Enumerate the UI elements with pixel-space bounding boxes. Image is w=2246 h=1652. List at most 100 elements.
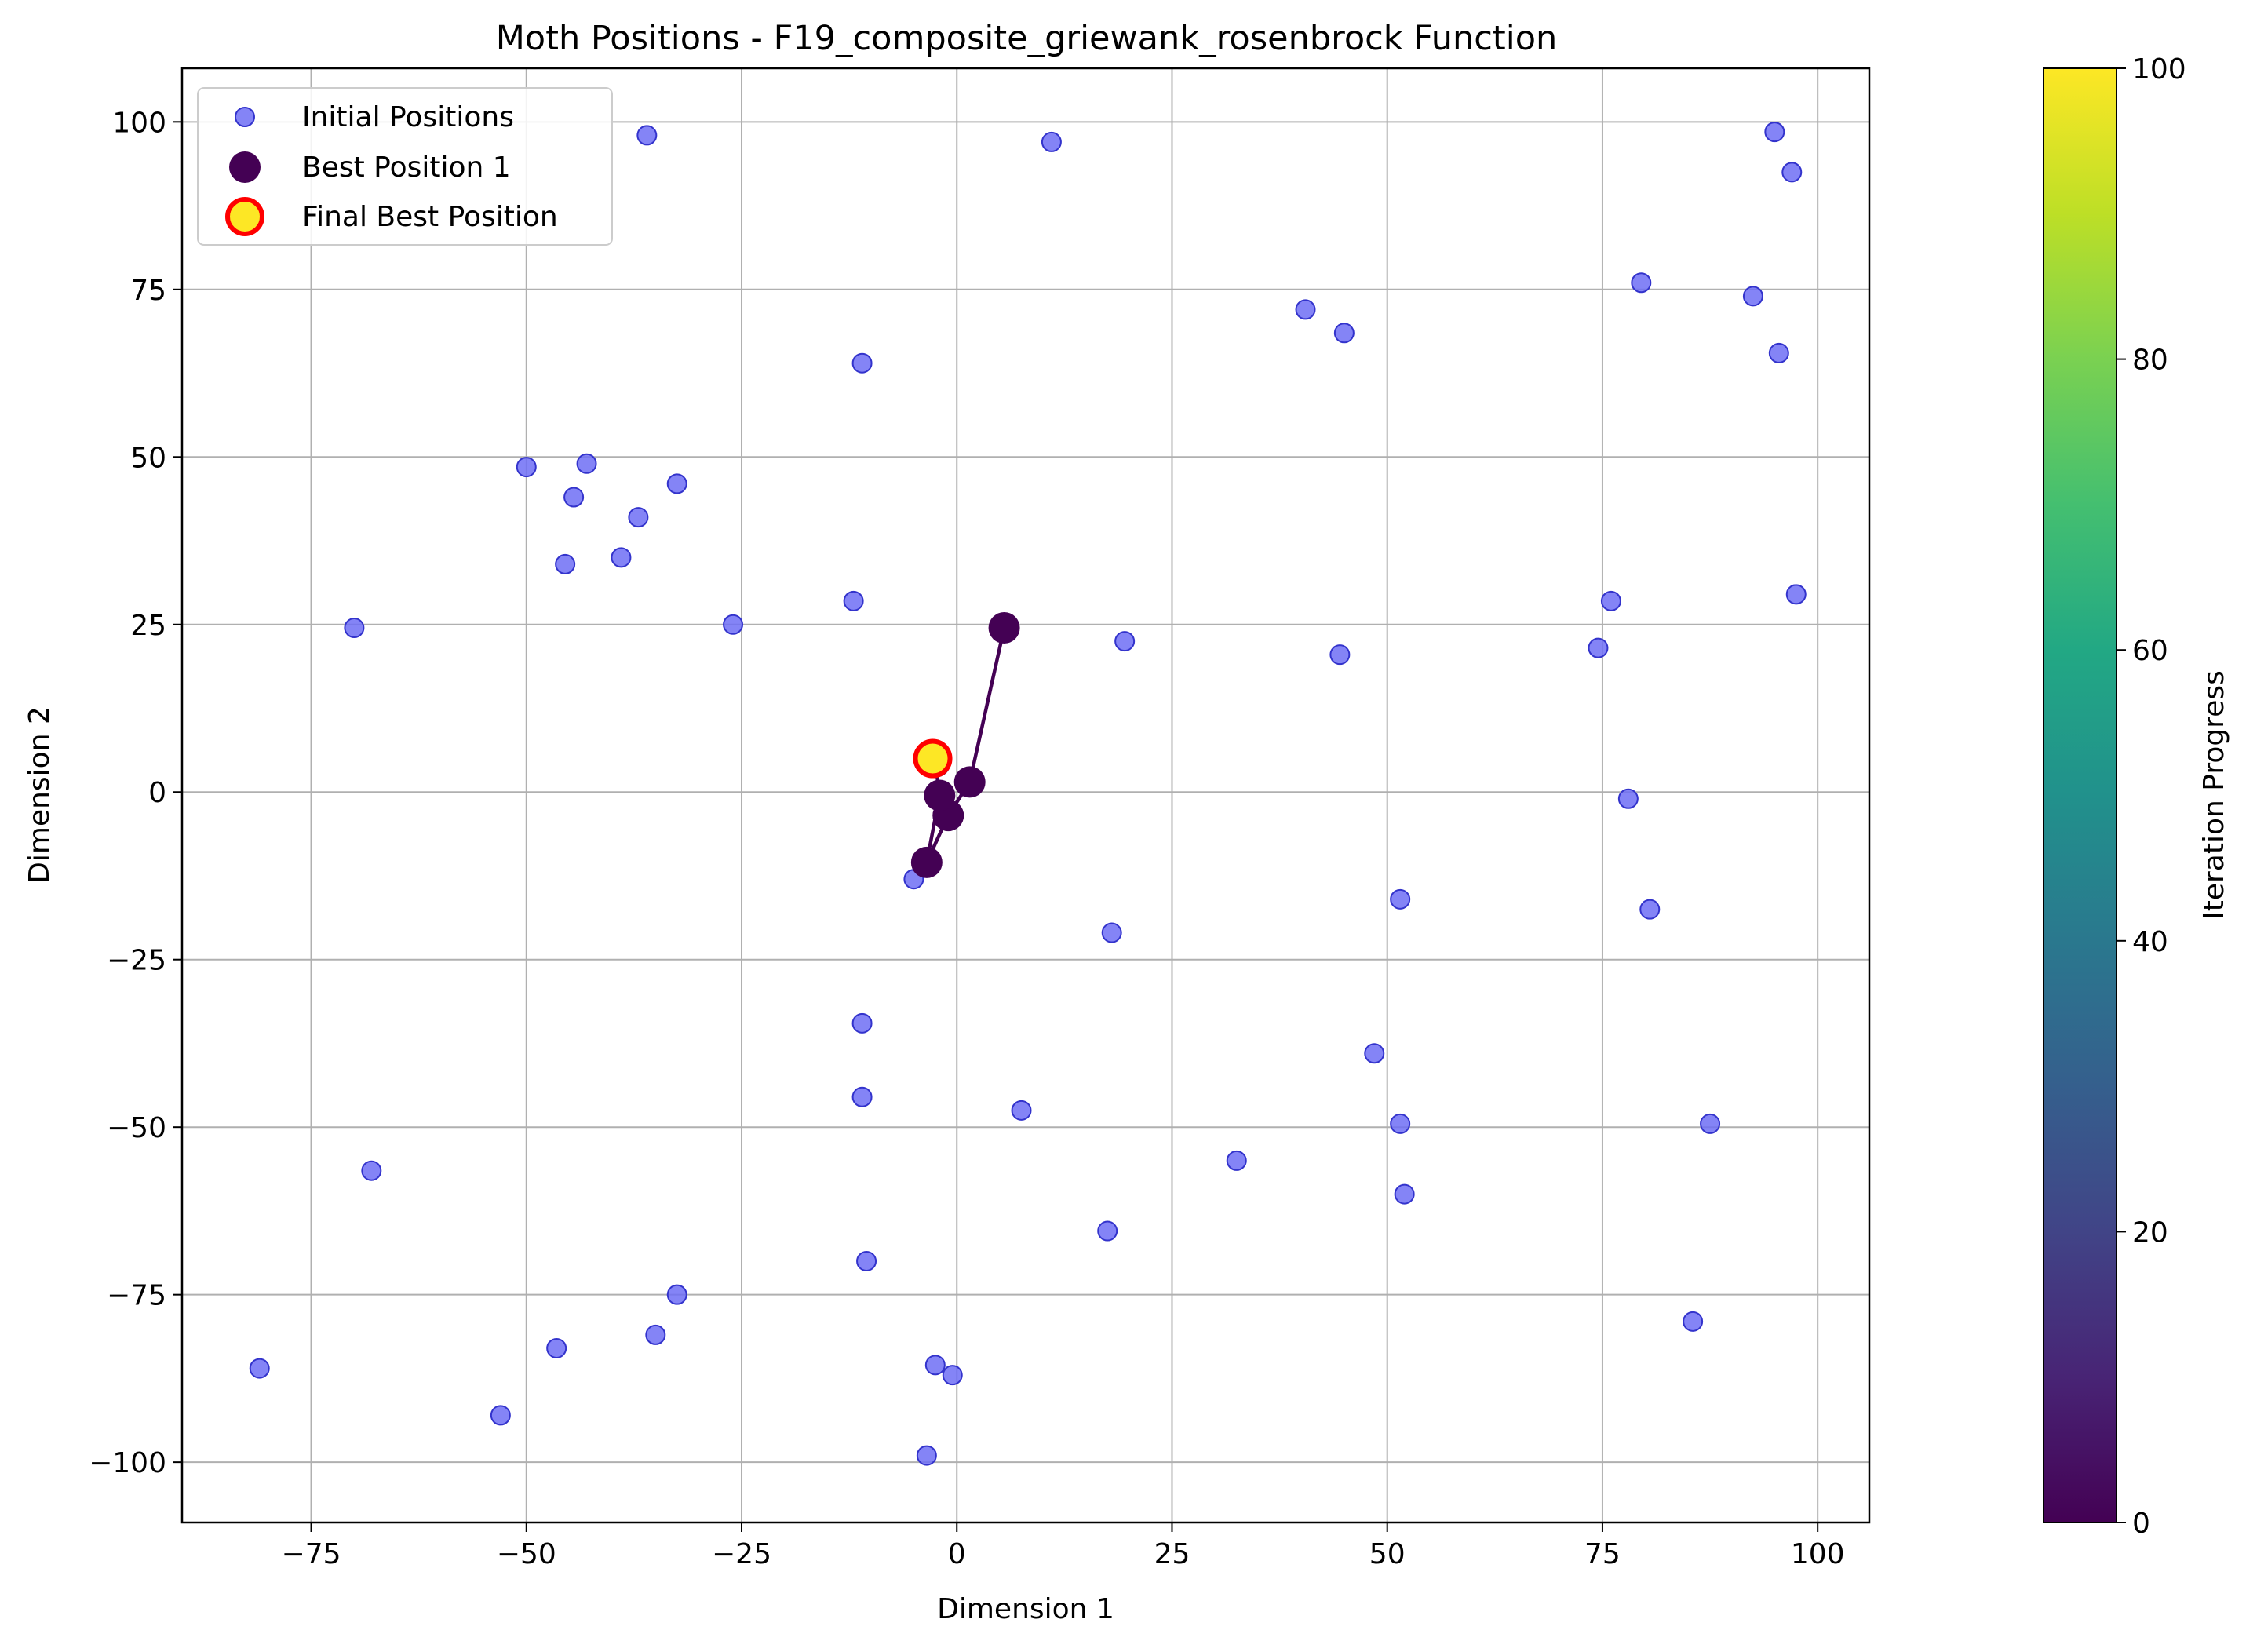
- initial-position-point: [249, 1358, 270, 1379]
- best-position-point: [953, 766, 986, 798]
- initial-position-point: [1588, 637, 1609, 658]
- initial-position-point: [1390, 888, 1411, 910]
- initial-position-point: [361, 1160, 382, 1181]
- best-position-point: [910, 846, 943, 878]
- initial-position-point: [611, 547, 632, 568]
- y-tick-label: 75: [130, 275, 166, 307]
- initial-position-point: [490, 1405, 511, 1426]
- initial-position-point: [1114, 631, 1136, 652]
- colorbar-tick-label: 20: [2132, 1216, 2168, 1249]
- x-tick-label: −25: [712, 1538, 771, 1570]
- y-tick-label: −100: [89, 1447, 166, 1479]
- initial-position-point: [1600, 590, 1621, 611]
- initial-position-point: [916, 1445, 937, 1466]
- legend-best-marker: [229, 151, 261, 183]
- x-tick-label: 100: [1791, 1538, 1845, 1570]
- x-tick-label: −75: [282, 1538, 341, 1570]
- colorbar-tick-label: 80: [2132, 345, 2168, 377]
- initial-position-point: [1333, 323, 1355, 344]
- initial-position-point: [1329, 644, 1351, 666]
- x-axis-label: Dimension 1: [937, 1593, 1114, 1625]
- initial-position-point: [666, 1284, 687, 1305]
- initial-position-point: [1011, 1100, 1032, 1121]
- initial-position-point: [1097, 1220, 1118, 1242]
- legend-best-label: Best Position 1: [302, 151, 511, 184]
- y-tick-label: 100: [112, 107, 166, 139]
- initial-position-point: [1742, 286, 1763, 307]
- x-tick-label: 25: [1154, 1538, 1190, 1570]
- initial-position-point: [723, 614, 744, 635]
- y-tick-label: 0: [148, 777, 166, 809]
- initial-position-point: [1295, 299, 1316, 320]
- colorbar-tick-label: 0: [2132, 1508, 2150, 1540]
- initial-position-point: [576, 453, 597, 474]
- initial-position-point: [628, 507, 649, 528]
- colorbar-gradient: [2043, 67, 2117, 1523]
- initial-position-point: [563, 487, 585, 508]
- initial-position-point: [636, 125, 658, 146]
- initial-position-point: [1631, 272, 1652, 294]
- colorbar: 0 20 40 60 80 100 Iteration Progress: [2043, 53, 2230, 1540]
- legend-final-marker: [225, 197, 264, 236]
- initial-position-point: [1364, 1043, 1385, 1064]
- initial-position-point: [851, 1086, 873, 1107]
- y-tick-label: −75: [107, 1280, 166, 1312]
- y-tick-label: −25: [107, 945, 166, 977]
- y-tick-label: 25: [130, 610, 166, 642]
- initial-position-point: [942, 1365, 963, 1386]
- x-tick-label: 75: [1584, 1538, 1621, 1570]
- grid: [182, 68, 1869, 1523]
- y-tick-label: 50: [130, 442, 166, 474]
- final-best-point: [913, 738, 953, 779]
- legend: Initial Positions Best Position 1 Final …: [197, 87, 613, 246]
- y-tick-label: −50: [107, 1112, 166, 1144]
- colorbar-tick-label: 100: [2132, 53, 2186, 86]
- initial-position-point: [856, 1250, 877, 1271]
- x-tick-label: 0: [948, 1538, 966, 1570]
- initial-position-point: [555, 553, 576, 574]
- initial-position-point: [924, 1355, 946, 1376]
- initial-position-point: [851, 352, 873, 374]
- initial-position-point: [1639, 899, 1661, 920]
- colorbar-ticks: 0 20 40 60 80 100: [2117, 53, 2186, 1540]
- y-axis-ticks: −100 −75 −50 −25 0 25 50 75 100: [89, 107, 182, 1479]
- y-axis-label: Dimension 2: [24, 706, 56, 884]
- best-position-point: [988, 612, 1020, 644]
- initial-position-point: [1764, 122, 1785, 143]
- initial-position-point: [645, 1324, 666, 1345]
- legend-initial-marker: [235, 107, 255, 127]
- x-tick-label: −50: [497, 1538, 556, 1570]
- initial-position-point: [1617, 788, 1639, 809]
- initial-position-point: [1394, 1183, 1415, 1205]
- initial-position-point: [1781, 162, 1803, 183]
- legend-box: [197, 87, 613, 246]
- initial-position-point: [1785, 584, 1807, 605]
- initial-positions: [249, 122, 1807, 1466]
- initial-position-point: [1390, 1113, 1411, 1134]
- initial-position-point: [1226, 1150, 1247, 1171]
- initial-position-point: [1041, 131, 1062, 152]
- best-path-arrow: [970, 627, 1006, 782]
- colorbar-label: Iteration Progress: [2198, 670, 2230, 920]
- plot-frame: [180, 67, 1871, 1524]
- final-best-position: [913, 738, 953, 779]
- colorbar-tick-label: 60: [2132, 635, 2168, 667]
- initial-position-point: [1768, 342, 1789, 363]
- x-tick-label: 50: [1369, 1538, 1406, 1570]
- x-axis-ticks: −75 −50 −25 0 25 50 75 100: [282, 1523, 1845, 1570]
- initial-position-point: [546, 1337, 567, 1358]
- best-position-point: [924, 779, 956, 811]
- initial-position-point: [344, 618, 365, 639]
- colorbar-tick-label: 40: [2132, 926, 2168, 958]
- initial-position-point: [666, 473, 687, 494]
- initial-position-point: [516, 457, 537, 478]
- initial-position-point: [851, 1012, 873, 1034]
- legend-initial-label: Initial Positions: [302, 101, 514, 133]
- initial-position-point: [843, 590, 864, 611]
- legend-final-label: Final Best Position: [302, 201, 558, 233]
- initial-position-point: [1683, 1311, 1704, 1332]
- chart-title: Moth Positions - F19_composite_griewank_…: [496, 19, 1558, 58]
- initial-position-point: [1101, 922, 1122, 943]
